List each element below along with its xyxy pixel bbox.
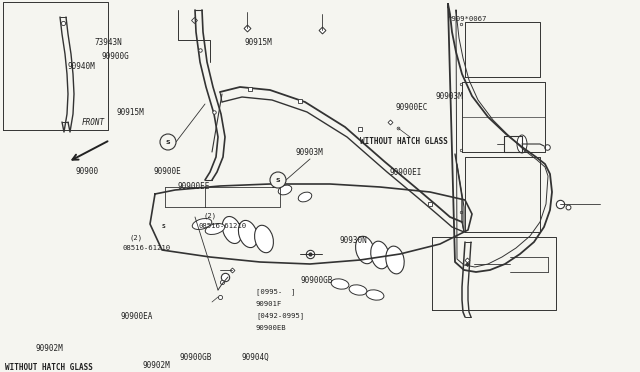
Text: WITHOUT HATCH GLASS: WITHOUT HATCH GLASS	[5, 363, 93, 372]
Text: 90915M: 90915M	[116, 108, 144, 117]
Ellipse shape	[386, 246, 404, 274]
Text: 90940M: 90940M	[67, 62, 95, 71]
Text: 90900: 90900	[76, 167, 99, 176]
Ellipse shape	[278, 185, 292, 195]
Text: 90900GB: 90900GB	[301, 276, 333, 285]
Text: FRONT: FRONT	[82, 118, 105, 127]
Ellipse shape	[366, 290, 384, 300]
Text: 08516-61210: 08516-61210	[123, 245, 171, 251]
Text: 90901F: 90901F	[256, 301, 282, 307]
Ellipse shape	[371, 241, 389, 269]
Text: 90900G: 90900G	[101, 52, 129, 61]
Ellipse shape	[331, 279, 349, 289]
Text: 90900E: 90900E	[154, 167, 181, 176]
Text: 90904Q: 90904Q	[242, 353, 269, 362]
Text: S: S	[166, 140, 170, 144]
Text: 90903M: 90903M	[435, 92, 463, 101]
Text: S: S	[276, 177, 280, 183]
Ellipse shape	[222, 217, 242, 244]
Text: [0492-0995]: [0492-0995]	[256, 312, 304, 319]
Ellipse shape	[517, 135, 527, 153]
Text: 08516-61210: 08516-61210	[198, 223, 246, 229]
Text: (2): (2)	[129, 234, 143, 241]
Text: 90900GB: 90900GB	[179, 353, 212, 362]
Text: 90900EB: 90900EB	[256, 326, 287, 331]
Ellipse shape	[239, 220, 257, 248]
Text: S: S	[161, 224, 165, 230]
Text: 90903M: 90903M	[296, 148, 323, 157]
Text: 73943N: 73943N	[95, 38, 122, 47]
Text: 90915M: 90915M	[244, 38, 272, 47]
Ellipse shape	[356, 236, 374, 264]
Ellipse shape	[205, 224, 225, 234]
Text: S: S	[271, 185, 275, 189]
Text: ^909*0067: ^909*0067	[448, 16, 488, 22]
Ellipse shape	[298, 192, 312, 202]
Ellipse shape	[192, 218, 212, 230]
Text: 90902M: 90902M	[35, 344, 63, 353]
Text: 90900EE: 90900EE	[178, 182, 211, 190]
Text: 90900EC: 90900EC	[396, 103, 428, 112]
Text: 90930N: 90930N	[339, 236, 367, 245]
Ellipse shape	[349, 285, 367, 295]
Text: 90902M: 90902M	[142, 361, 170, 370]
Text: 90900EI: 90900EI	[389, 168, 422, 177]
Text: (2): (2)	[204, 213, 217, 219]
Circle shape	[160, 134, 176, 150]
Text: 90900EA: 90900EA	[120, 312, 153, 321]
Text: [0995-  ]: [0995- ]	[256, 289, 296, 295]
Ellipse shape	[255, 225, 273, 253]
Circle shape	[270, 172, 286, 188]
Text: WITHOUT HATCH GLASS: WITHOUT HATCH GLASS	[360, 137, 447, 146]
